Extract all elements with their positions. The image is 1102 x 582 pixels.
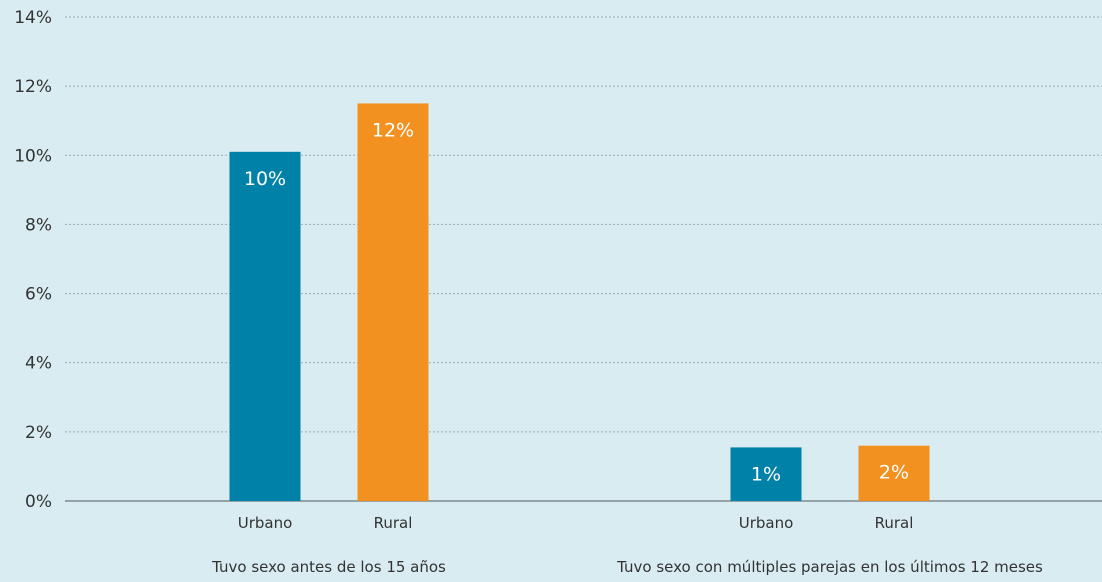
data-label: 10% — [244, 168, 286, 190]
bar-rural — [858, 445, 930, 501]
data-labels: 10% 12% 1% 2% — [244, 119, 909, 485]
y-tick-label: 2% — [25, 423, 52, 443]
gridlines — [65, 16, 1102, 433]
data-label: 12% — [372, 119, 414, 141]
y-tick-label: 6% — [25, 285, 52, 305]
bar-rural — [357, 103, 429, 501]
category-labels: Urbano Rural Urbano Rural — [238, 514, 914, 532]
bar-urbano — [730, 447, 802, 501]
y-tick-label: 12% — [14, 77, 52, 97]
category-label: Urbano — [739, 514, 794, 532]
data-label: 1% — [751, 463, 781, 485]
category-label: Rural — [374, 514, 413, 532]
group-label: Tuvo sexo con múltiples parejas en los ú… — [616, 558, 1043, 576]
group-labels: Tuvo sexo antes de los 15 años Tuvo sexo … — [211, 558, 1043, 576]
bar-urbano — [229, 151, 301, 502]
group-label: Tuvo sexo antes de los 15 años — [211, 558, 446, 576]
category-label: Rural — [875, 514, 914, 532]
y-tick-label: 0% — [25, 492, 52, 512]
category-label: Urbano — [238, 514, 293, 532]
y-tick-label: 14% — [14, 8, 52, 28]
y-tick-label: 4% — [25, 354, 52, 374]
y-axis-tick-labels: 0% 2% 4% 6% 8% 10% 12% 14% — [14, 8, 52, 512]
bars — [229, 103, 930, 502]
y-tick-label: 10% — [14, 146, 52, 166]
y-tick-label: 8% — [25, 215, 52, 235]
data-label: 2% — [879, 462, 909, 484]
